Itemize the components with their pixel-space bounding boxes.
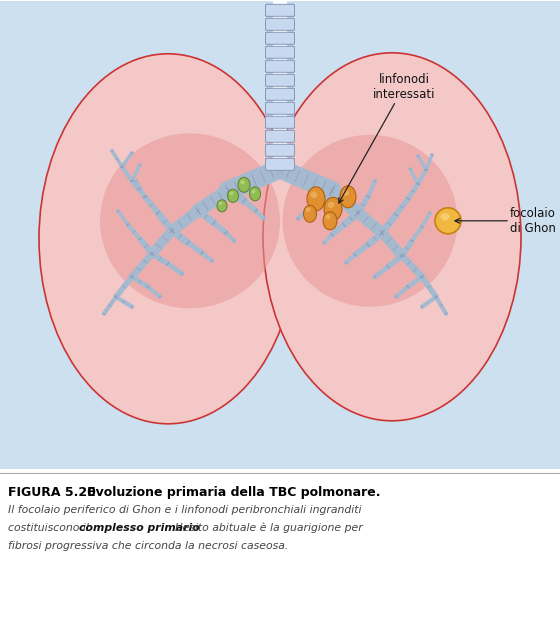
FancyBboxPatch shape (265, 4, 295, 16)
Ellipse shape (435, 208, 461, 234)
Ellipse shape (250, 187, 260, 201)
Ellipse shape (251, 189, 255, 193)
FancyBboxPatch shape (265, 60, 295, 72)
Ellipse shape (218, 202, 222, 205)
FancyBboxPatch shape (265, 159, 295, 170)
Text: linfonodi
interessati: linfonodi interessati (339, 73, 435, 203)
Ellipse shape (238, 177, 250, 192)
Ellipse shape (240, 180, 245, 185)
FancyBboxPatch shape (265, 130, 295, 142)
Text: focolaio
di Ghon: focolaio di Ghon (455, 207, 556, 234)
Ellipse shape (230, 192, 234, 195)
FancyBboxPatch shape (265, 74, 295, 86)
Ellipse shape (343, 190, 349, 196)
Text: Evoluzione primaria della TBC polmonare.: Evoluzione primaria della TBC polmonare. (74, 486, 380, 499)
Ellipse shape (311, 192, 318, 198)
Ellipse shape (328, 202, 334, 208)
FancyBboxPatch shape (265, 88, 295, 100)
Ellipse shape (441, 213, 450, 220)
FancyBboxPatch shape (265, 32, 295, 44)
Text: fibrosi progressiva che circonda la necrosi caseosa.: fibrosi progressiva che circonda la necr… (8, 541, 288, 551)
Text: . L’esito abituale è la guarigione per: . L’esito abituale è la guarigione per (168, 522, 363, 533)
FancyBboxPatch shape (265, 88, 295, 100)
FancyBboxPatch shape (265, 46, 295, 58)
Ellipse shape (263, 53, 521, 421)
FancyBboxPatch shape (265, 60, 295, 72)
FancyBboxPatch shape (265, 116, 295, 128)
FancyBboxPatch shape (265, 74, 295, 86)
Ellipse shape (100, 133, 280, 309)
Ellipse shape (325, 215, 330, 220)
FancyBboxPatch shape (265, 4, 295, 16)
FancyBboxPatch shape (265, 18, 295, 30)
Ellipse shape (217, 200, 227, 212)
Text: Il focolaio periferico di Ghon e i linfonodi peribronchiali ingranditi: Il focolaio periferico di Ghon e i linfo… (8, 504, 362, 514)
FancyBboxPatch shape (265, 116, 295, 128)
Ellipse shape (306, 207, 310, 212)
FancyBboxPatch shape (265, 102, 295, 114)
Ellipse shape (307, 187, 325, 211)
Ellipse shape (324, 197, 342, 220)
Text: costituiscono il: costituiscono il (8, 522, 92, 533)
Text: complesso primario: complesso primario (79, 522, 200, 533)
Bar (273, 1, 287, 169)
FancyBboxPatch shape (265, 130, 295, 142)
Bar (273, 1, 287, 169)
Ellipse shape (282, 135, 458, 307)
Ellipse shape (340, 186, 356, 208)
FancyBboxPatch shape (265, 144, 295, 156)
FancyBboxPatch shape (265, 144, 295, 156)
FancyBboxPatch shape (265, 32, 295, 44)
Ellipse shape (304, 205, 316, 222)
Ellipse shape (227, 189, 239, 202)
FancyBboxPatch shape (265, 46, 295, 58)
FancyBboxPatch shape (265, 18, 295, 30)
Ellipse shape (39, 54, 297, 424)
Ellipse shape (323, 212, 337, 230)
FancyBboxPatch shape (265, 159, 295, 170)
Text: FIGURA 5.20: FIGURA 5.20 (8, 486, 96, 499)
FancyBboxPatch shape (265, 102, 295, 114)
